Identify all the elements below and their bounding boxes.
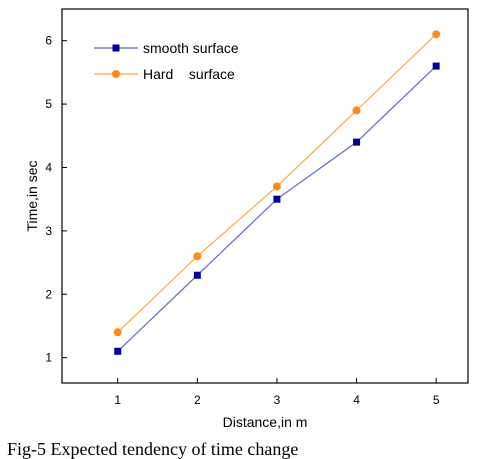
x-tick-label: 1 xyxy=(114,393,121,407)
x-tick-label: 3 xyxy=(274,393,281,407)
x-tick-label: 2 xyxy=(194,393,201,407)
y-tick-label: 5 xyxy=(45,97,52,111)
legend-label: Hard surface xyxy=(143,66,235,82)
data-point-square xyxy=(114,347,122,355)
data-point-circle xyxy=(352,106,361,115)
legend-marker-circle xyxy=(112,70,120,78)
figure-caption: Fig-5 Expected tendency of time change xyxy=(7,439,298,459)
legend-label: smooth surface xyxy=(143,40,239,56)
x-tick-label: 5 xyxy=(433,393,440,407)
y-tick-label: 1 xyxy=(45,351,52,365)
tick-group: 1 2 3 4 5 1 2 3 4 5 6 xyxy=(45,34,440,407)
data-point-circle xyxy=(272,182,281,191)
data-point-circle xyxy=(432,30,441,39)
y-axis-label: Time,in sec xyxy=(24,160,40,231)
data-point-square xyxy=(353,138,361,146)
y-tick-label: 4 xyxy=(45,160,52,174)
y-tick-label: 6 xyxy=(45,34,52,48)
data-point-circle xyxy=(113,328,122,337)
x-axis-label: Distance,in m xyxy=(223,414,308,430)
series-group xyxy=(113,30,441,355)
data-point-square xyxy=(193,271,201,279)
series-line xyxy=(117,65,437,352)
legend: smooth surface Hard surface xyxy=(94,40,239,82)
data-point-circle xyxy=(193,252,202,261)
data-point-square xyxy=(432,62,440,70)
data-point-square xyxy=(273,195,281,203)
legend-marker-square xyxy=(112,44,120,52)
y-tick-label: 2 xyxy=(45,287,52,301)
plot-frame xyxy=(61,8,469,384)
y-tick-label: 3 xyxy=(45,224,52,238)
x-tick-label: 4 xyxy=(353,393,360,407)
